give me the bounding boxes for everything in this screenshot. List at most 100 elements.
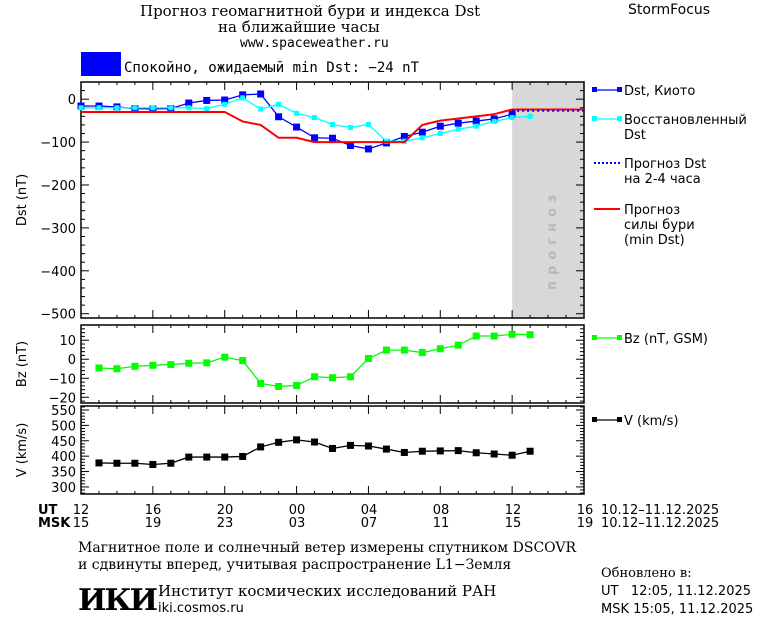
data-point	[203, 359, 211, 367]
data-point	[508, 330, 516, 338]
data-point	[329, 134, 336, 142]
data-point	[418, 128, 426, 136]
data-point	[222, 101, 228, 107]
y-axis-label: Dst (nT)	[15, 174, 30, 226]
forecast-band-label: прогноз	[545, 189, 560, 290]
msk-label: MSK	[38, 516, 71, 531]
data-point	[472, 449, 480, 457]
data-point	[347, 124, 353, 130]
data-point	[204, 106, 210, 112]
data-point	[418, 349, 426, 357]
msk-tick-label: 19	[145, 516, 162, 531]
msk-tick-label: 19	[577, 516, 594, 531]
data-point	[113, 459, 121, 467]
data-point	[329, 374, 336, 382]
data-point	[436, 447, 444, 455]
legend-label: Прогноз Dst	[624, 157, 706, 172]
legend-label: Прогноз	[624, 203, 680, 218]
legend-label: Восстановленный	[624, 113, 747, 128]
y-tick-label: −10	[49, 372, 76, 387]
msk-tick-label: 23	[217, 516, 234, 531]
legend-marker	[592, 116, 597, 121]
y-tick-label: 550	[51, 404, 76, 419]
legend-label: Bz (nT, GSM)	[624, 332, 708, 347]
title-line2: на ближайшие часы	[218, 18, 380, 36]
y-tick-label: 350	[51, 466, 76, 481]
data-point	[419, 135, 425, 141]
y-tick-label: 0	[68, 93, 76, 108]
data-point	[168, 105, 174, 111]
data-point	[454, 447, 462, 455]
data-point	[490, 450, 498, 458]
data-point	[436, 345, 444, 353]
data-point	[132, 105, 138, 111]
institute-site[interactable]: iki.cosmos.ru	[158, 601, 244, 616]
series-line	[81, 93, 513, 150]
data-point	[150, 105, 156, 111]
ut-tick-label: 16	[145, 503, 162, 518]
brand-name: StormFocus	[628, 2, 711, 18]
status-text: Спокойно, ожидаемый min Dst: −24 nT	[124, 60, 420, 76]
legend-marker	[617, 116, 622, 121]
y-tick-label: 450	[51, 435, 76, 450]
data-point	[114, 105, 120, 111]
data-point	[239, 91, 247, 99]
data-point	[364, 145, 372, 153]
data-point	[455, 126, 461, 132]
institute-name: Институт космических исследований РАН	[158, 582, 497, 600]
data-point	[491, 118, 497, 124]
legend-marker	[617, 87, 622, 92]
y-tick-label: −300	[40, 222, 76, 237]
data-point	[437, 130, 443, 136]
data-point	[400, 132, 408, 140]
legend-label: V (km/s)	[624, 414, 679, 429]
legend-marker	[617, 417, 622, 422]
data-point	[185, 453, 193, 461]
data-point	[95, 364, 103, 372]
data-point	[294, 110, 300, 116]
data-point	[454, 119, 462, 127]
y-tick-label: −20	[49, 391, 76, 406]
data-point	[221, 353, 229, 361]
data-point	[382, 445, 390, 453]
data-point	[203, 96, 211, 104]
series-line	[81, 97, 531, 142]
y-tick-label: 300	[51, 481, 76, 496]
y-tick-label: −400	[40, 265, 76, 280]
data-point	[275, 438, 283, 446]
series-line	[81, 108, 584, 144]
data-point	[436, 122, 444, 130]
data-point	[221, 453, 229, 461]
data-point	[400, 448, 408, 456]
data-point	[185, 99, 193, 107]
data-point	[311, 438, 319, 446]
data-point	[113, 365, 121, 373]
ut-tick-label: 16	[577, 503, 594, 518]
data-point	[454, 341, 462, 349]
status-color-box	[81, 52, 121, 76]
ut-date-range: 10.12–11.12.2025	[601, 503, 720, 518]
ut-tick-label: 12	[505, 503, 522, 518]
legend-label: Dst	[624, 128, 646, 143]
updated-ut: UT 12:05, 11.12.2025	[601, 584, 752, 599]
data-point	[239, 357, 247, 365]
data-point	[346, 142, 354, 150]
msk-tick-label: 15	[505, 516, 522, 531]
source-url[interactable]: www.spaceweather.ru	[240, 36, 389, 51]
y-tick-label: 0	[68, 353, 76, 368]
data-point	[78, 105, 84, 111]
data-point	[185, 359, 193, 367]
data-point	[527, 113, 533, 119]
ut-tick-label: 00	[289, 503, 306, 518]
data-point	[239, 452, 247, 460]
data-point	[276, 101, 282, 107]
y-axis-label: Bz (nT)	[15, 341, 30, 387]
legend-label: на 2-4 часа	[624, 172, 701, 187]
forecast-band	[512, 82, 584, 318]
data-point	[167, 459, 175, 467]
data-point	[382, 346, 390, 354]
data-point	[508, 451, 516, 459]
legend-marker	[617, 335, 622, 340]
ut-label: UT	[38, 503, 58, 518]
